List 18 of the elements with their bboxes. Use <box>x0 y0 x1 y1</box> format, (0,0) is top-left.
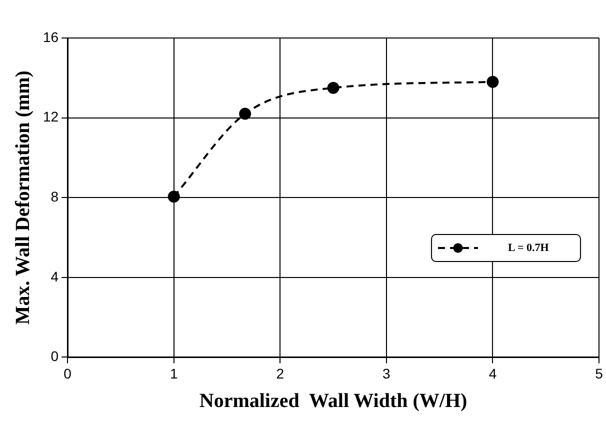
y-tick-label: 16 <box>42 28 59 45</box>
legend-box: L = 0.7H <box>431 234 581 262</box>
y-tick-label: 0 <box>50 348 59 364</box>
x-tick-label: 5 <box>595 365 604 382</box>
y-tick-label: 8 <box>50 188 59 204</box>
point <box>239 108 252 120</box>
x-tick-label: 1 <box>170 365 178 382</box>
x-tick-label: 2 <box>276 365 284 382</box>
x-axis-title: Normalized Wall Width (W/H) <box>199 390 468 412</box>
y-tick-label: 4 <box>50 268 59 284</box>
point <box>168 190 180 203</box>
point <box>486 76 499 88</box>
y-axis-title: Max. Wall Deformation (mm) <box>12 70 34 325</box>
x-tick-label: 0 <box>64 365 72 382</box>
point <box>327 82 340 94</box>
x-tick-label: 4 <box>488 365 497 382</box>
x-tick-label: 3 <box>382 365 391 382</box>
y-tick-label: 12 <box>42 108 59 125</box>
